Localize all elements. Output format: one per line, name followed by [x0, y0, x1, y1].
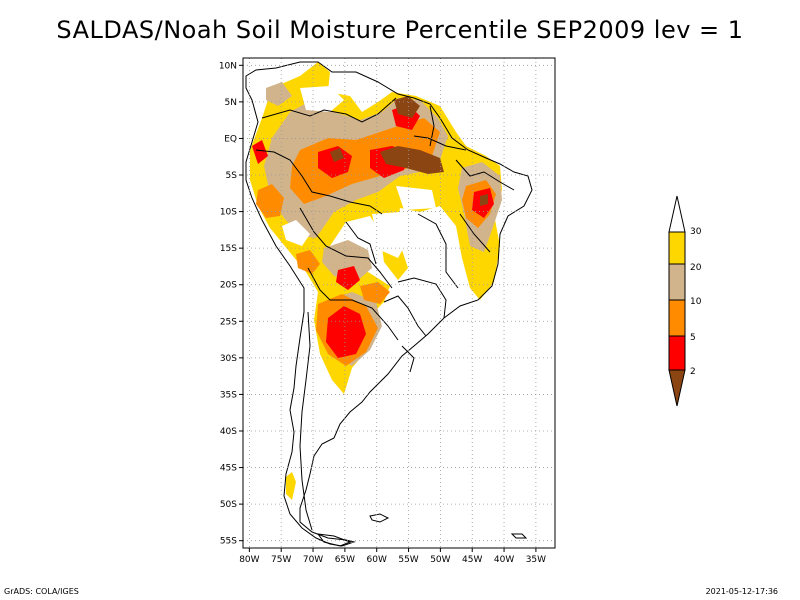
country-border	[345, 221, 377, 265]
continent-coastline	[245, 61, 533, 547]
lat-tick-label: 20S	[220, 281, 237, 291]
colorbar-segment-orange	[668, 299, 686, 337]
shading-region	[296, 250, 320, 274]
shading-region	[252, 140, 268, 164]
shading-region	[396, 186, 436, 210]
shading-brown	[330, 96, 488, 206]
percentile-shading	[250, 62, 502, 500]
lat-tick-label: 5N	[225, 98, 237, 108]
shading-region	[360, 282, 390, 304]
lon-tick-label: 35W	[526, 555, 546, 565]
colorbar-label: 2	[690, 367, 696, 377]
lon-tick-label: 50W	[430, 555, 450, 565]
lat-tick-label: 40S	[220, 427, 237, 437]
lat-tick-label: 30S	[220, 354, 237, 364]
country-border	[413, 135, 467, 151]
lat-tick-label: 50S	[220, 500, 237, 510]
footer-timestamp: 2021-05-12-17:36	[705, 587, 778, 596]
shading-region	[330, 148, 344, 162]
shading-region	[256, 184, 284, 218]
country-border	[429, 105, 435, 147]
colorbar-bottom-arrow	[668, 369, 686, 407]
country-border	[417, 213, 459, 289]
shading-region	[480, 194, 488, 206]
colorbar-segment-yellow	[668, 231, 686, 265]
country-border	[307, 267, 399, 341]
colorbar-legend: 30 20 10 5 2	[668, 195, 702, 407]
country-border	[299, 311, 313, 531]
country-border	[255, 149, 383, 215]
colorbar-label: 10	[690, 297, 702, 307]
lat-tick-label: 45S	[220, 464, 237, 474]
lat-tick-label: 35S	[220, 390, 237, 400]
colorbar-label: 30	[690, 227, 702, 237]
shading-region	[336, 266, 360, 290]
island-falklands	[369, 513, 390, 523]
lat-tick-label: 10S	[220, 208, 237, 218]
shading-region	[380, 146, 444, 174]
island-south	[510, 533, 528, 539]
shading-region	[266, 82, 292, 106]
country-border	[401, 345, 415, 373]
country-border	[261, 97, 397, 123]
lon-tick-label: 75W	[271, 555, 291, 565]
lon-tick-label: 45W	[462, 555, 482, 565]
colorbar-segment-red	[668, 335, 686, 371]
longitude-axis: 80W 75W 70W 65W 60W 55W 50W 45W 40W 35W	[239, 548, 546, 565]
lon-tick-label: 55W	[398, 555, 418, 565]
shading-region	[286, 472, 296, 500]
lon-tick-label: 80W	[239, 555, 259, 565]
lon-tick-label: 40W	[494, 555, 514, 565]
shading-white	[282, 86, 436, 258]
lat-tick-label: EQ	[224, 134, 237, 144]
lon-tick-label: 60W	[367, 555, 387, 565]
shading-region	[394, 96, 420, 118]
shading-region	[318, 146, 352, 178]
colorbar-label: 20	[690, 263, 702, 273]
lat-tick-label: 15S	[220, 244, 237, 254]
map-gridlines	[243, 58, 555, 548]
lat-tick-label: 10N	[219, 61, 237, 71]
lat-tick-label: 25S	[220, 317, 237, 327]
country-border	[383, 295, 427, 337]
colorbar-top-arrow	[668, 195, 686, 233]
colorbar-label: 5	[690, 333, 696, 343]
shading-region	[326, 306, 366, 358]
map-title: SALDAS/Noah Soil Moisture Percentile SEP…	[56, 16, 744, 44]
shading-region	[372, 212, 410, 258]
shading-region	[290, 118, 440, 204]
shading-region	[282, 220, 310, 246]
lat-tick-label: 55S	[220, 537, 237, 547]
lon-tick-label: 65W	[335, 555, 355, 565]
country-border	[459, 213, 491, 253]
shading-region	[300, 86, 344, 112]
country-border	[299, 207, 393, 289]
colorbar-segment-tan	[668, 263, 686, 301]
latitude-axis: 10N 5N EQ 5S 10S 15S 20S 25S 30S 35S 40S 45S 50S 55S	[219, 61, 243, 547]
map-frame	[242, 57, 556, 549]
lat-tick-label: 5S	[226, 171, 238, 181]
footer-credit: GrADS: COLA/IGES	[4, 587, 79, 596]
coastlines-and-borders	[245, 61, 533, 547]
lon-tick-label: 70W	[303, 555, 323, 565]
state-border	[397, 277, 447, 319]
country-border	[455, 159, 515, 191]
